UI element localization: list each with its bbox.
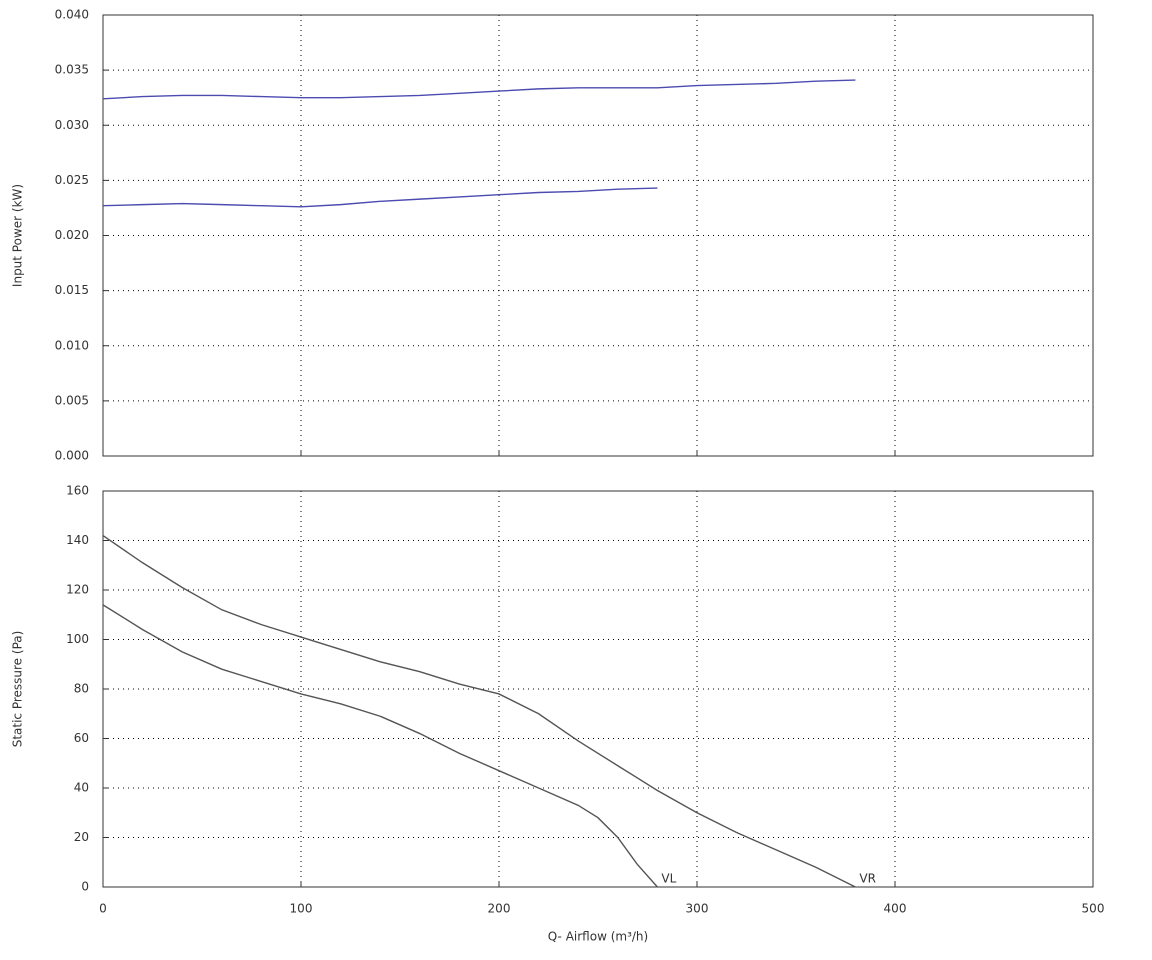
x-tick-label: 300: [686, 902, 709, 916]
y-tick-label: 160: [66, 484, 89, 498]
x-tick-label: 0: [99, 902, 107, 916]
y-tick-label: 60: [74, 731, 89, 745]
y-tick-label: 140: [66, 533, 89, 547]
y-tick-label: 100: [66, 632, 89, 646]
x-tick-label: 500: [1082, 902, 1105, 916]
y-tick-label: 0.030: [55, 118, 89, 132]
series-line: [102, 79, 856, 100]
x-tick-label: 400: [884, 902, 907, 916]
y-tick-label: 0.010: [55, 338, 89, 352]
y-tick-label: 80: [74, 682, 89, 696]
y-tick-label: 0.015: [55, 283, 89, 297]
x-tick-label: 100: [290, 902, 313, 916]
y-tick-label: 0.000: [55, 449, 89, 463]
y-tick-label: 120: [66, 583, 89, 597]
y-axis-label: Input Power (kW): [11, 184, 25, 287]
y-tick-label: 20: [74, 830, 89, 844]
plot-frame: [102, 490, 1094, 888]
y-tick-label: 0: [81, 880, 89, 894]
series-line: [102, 187, 658, 208]
plot-frame: [102, 14, 1094, 457]
x-tick-label: 200: [488, 902, 511, 916]
series-label: VR: [859, 872, 876, 886]
x-axis-label: Q- Airflow (m³/h): [548, 930, 648, 944]
y-tick-label: 0.035: [55, 63, 89, 77]
y-tick-label: 0.005: [55, 393, 89, 407]
y-axis-label: Static Pressure (Pa): [11, 631, 25, 748]
y-tick-label: 40: [74, 781, 89, 795]
series-line: [102, 604, 658, 888]
y-tick-label: 0.020: [55, 228, 89, 242]
y-tick-label: 0.025: [55, 173, 89, 187]
series-label: VL: [661, 872, 676, 886]
y-tick-label: 0.040: [55, 8, 89, 22]
series-line: [102, 534, 856, 888]
